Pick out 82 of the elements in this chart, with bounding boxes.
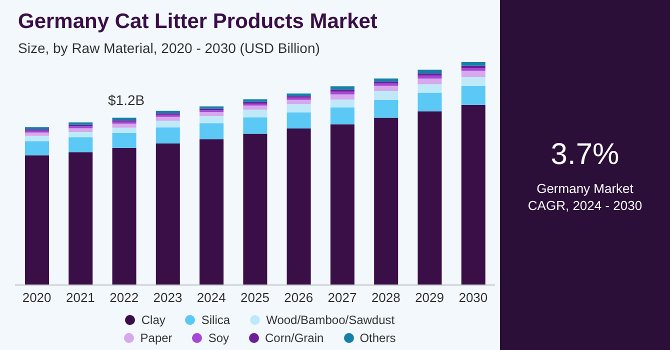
bar: [200, 112, 224, 116]
bar: [286, 128, 311, 285]
bar: [68, 122, 93, 125]
x-tick-label: 2025: [240, 290, 270, 306]
bar: [461, 86, 486, 105]
bar: [286, 104, 311, 112]
bar: [156, 110, 180, 114]
x-tick-label: 2023: [153, 290, 182, 306]
bar: [25, 136, 49, 142]
bar: [156, 143, 180, 285]
x-tick-label: 2028: [371, 290, 400, 306]
bar: [330, 94, 354, 100]
bar: [418, 78, 442, 84]
x-tick-label: 2030: [458, 290, 488, 306]
bar: [286, 112, 311, 128]
legend-label: Corn/Grain: [265, 331, 324, 345]
bar: [461, 66, 486, 68]
bar: [243, 99, 268, 102]
bar: [330, 92, 354, 94]
bar: [25, 132, 49, 136]
bar: [461, 104, 486, 285]
bar: [112, 124, 136, 128]
bar: [461, 68, 486, 71]
bar: [112, 148, 136, 285]
text: 3.7%: [550, 138, 620, 172]
legend-label: Wood/Bamboo/Sawdust: [266, 313, 395, 327]
bar: [68, 137, 93, 152]
x-tick-label: 2026: [284, 290, 314, 306]
bar: [200, 116, 224, 124]
bar: [68, 128, 93, 132]
chart-subtitle: Size, by Raw Material, 2020 - 2030 (USD Billion): [18, 40, 320, 56]
bar: [374, 83, 398, 86]
bar: [374, 90, 398, 100]
bar: [243, 117, 268, 134]
bar: [330, 86, 354, 90]
bar: [243, 105, 268, 110]
bar: [330, 107, 354, 124]
legend-label: Others: [360, 331, 396, 345]
bar: [243, 134, 268, 285]
legend-label: Soy: [208, 331, 229, 345]
x-tick-label: 2021: [66, 290, 95, 306]
bar: [461, 76, 486, 86]
text: Germany Market CAGR, 2024 - 2030: [526, 180, 644, 214]
bar: [374, 100, 398, 118]
x-tick-label: 2022: [110, 290, 139, 306]
bar: [286, 93, 311, 96]
x-tick-label: 2020: [22, 290, 52, 306]
bar: [418, 70, 442, 74]
legend-label: Clay: [141, 313, 166, 327]
bar: [200, 139, 224, 285]
bar: [243, 110, 268, 118]
bar: [25, 155, 49, 285]
bar: [418, 73, 442, 76]
bar: [286, 100, 311, 104]
bar: [461, 62, 486, 66]
legend-label: Paper: [140, 331, 172, 345]
bar: [374, 78, 398, 82]
bar: [200, 106, 224, 109]
bar: [156, 116, 180, 121]
bar: [418, 111, 442, 285]
bar: [330, 100, 354, 108]
bar: [156, 127, 180, 144]
bar: [112, 128, 136, 133]
bar: [418, 92, 442, 112]
bar: [461, 70, 486, 77]
annotation: $1.2B: [108, 92, 145, 108]
bar: [112, 132, 136, 148]
chart-title: Germany Cat Litter Products Market: [18, 10, 378, 34]
bar: [418, 84, 442, 93]
bar: [330, 124, 354, 285]
bar: [25, 141, 49, 156]
bar: [68, 132, 93, 138]
bar: [156, 120, 180, 128]
bar: [418, 76, 442, 78]
x-tick-label: 2029: [415, 290, 444, 306]
bar: [68, 152, 93, 285]
bar: [374, 86, 398, 91]
legend-label: Silica: [201, 313, 230, 327]
bar: [200, 123, 224, 140]
x-tick-label: 2024: [196, 290, 226, 306]
x-tick-label: 2027: [328, 290, 357, 306]
bar: [374, 118, 398, 285]
